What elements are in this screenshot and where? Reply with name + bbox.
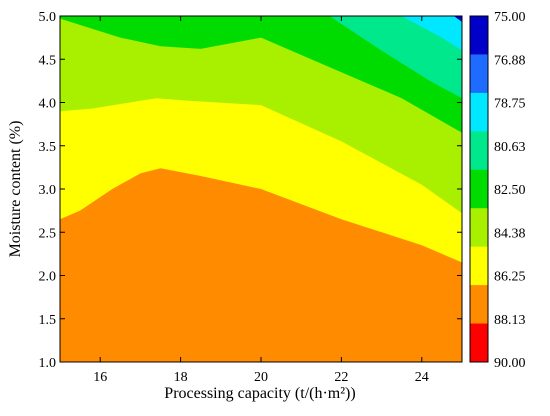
y-axis-title: Moisture content (%) — [7, 121, 24, 258]
colorbar-label: 82.50 — [494, 183, 526, 198]
colorbar-label: 90.00 — [494, 356, 526, 371]
colorbar-swatch — [470, 16, 488, 55]
colorbar-swatch — [470, 92, 488, 132]
contour-band-82-5 — [60, 16, 462, 133]
colorbar-swatch — [470, 246, 488, 286]
y-tick-label: 2.5 — [39, 226, 57, 241]
colorbar-swatch — [470, 169, 488, 209]
y-tick-label: 3.5 — [39, 140, 57, 155]
colorbar-label: 84.38 — [494, 226, 526, 241]
y-tick-label: 1.5 — [39, 313, 57, 328]
x-axis-title: Processing capacity (t/(h·m²)) — [164, 385, 355, 402]
colorbar: 75.00 76.88 78.75 80.63 82.50 84.38 86.25 88.13… — [469, 10, 526, 371]
colorbar-label: 88.13 — [494, 313, 526, 328]
colorbar-label: 76.88 — [494, 53, 526, 68]
y-tick-label: 3.0 — [39, 183, 57, 198]
colorbar-swatch — [470, 285, 488, 325]
colorbar-label: 78.75 — [494, 97, 526, 112]
colorbar-swatch — [470, 208, 488, 248]
colorbar-label: 75.00 — [494, 10, 526, 25]
y-axis: 1.0 1.5 2.0 2.5 3.0 3.5 4.0 4.5 5.0 — [39, 10, 462, 371]
colorbar-frame — [469, 15, 489, 363]
y-tick-label: 4.0 — [39, 97, 57, 112]
x-axis: 16 18 20 22 24 — [93, 16, 429, 385]
x-tick-label: 20 — [254, 370, 268, 385]
colorbar-swatch — [470, 54, 488, 94]
colorbar-label: 86.25 — [494, 270, 526, 285]
y-tick-label: 1.0 — [39, 356, 57, 371]
colorbar-label: 80.63 — [494, 140, 526, 155]
x-tick-label: 22 — [334, 370, 348, 385]
colorbar-swatch — [470, 131, 488, 171]
contour-band-80-63 — [329, 16, 462, 99]
contour-fill-layer — [60, 16, 462, 362]
x-tick-label: 24 — [415, 370, 429, 385]
y-tick-label: 2.0 — [39, 270, 57, 285]
y-tick-label: 5.0 — [39, 10, 57, 25]
contour-band-75-76 — [453, 16, 462, 23]
colorbar-swatch — [470, 323, 488, 363]
y-tick-label: 4.5 — [39, 53, 57, 68]
contour-band-78-75 — [401, 16, 462, 51]
x-tick-label: 18 — [174, 370, 188, 385]
x-tick-label: 16 — [93, 370, 107, 385]
